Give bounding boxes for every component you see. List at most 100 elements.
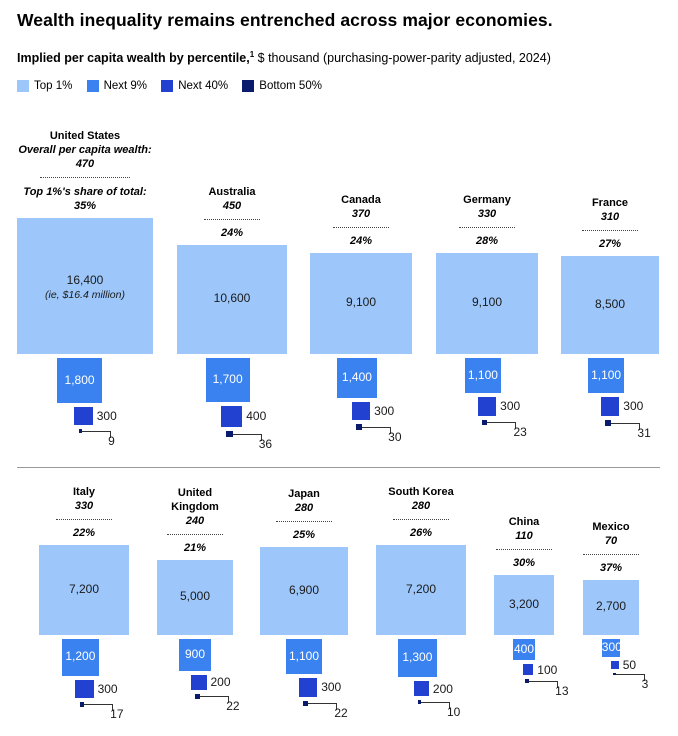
label-next9-united-states: 1,800 bbox=[64, 372, 95, 387]
square-bottom50-united-states bbox=[78, 429, 83, 433]
share-value-mexico: 37% bbox=[599, 561, 623, 574]
square-next40-germany bbox=[477, 397, 497, 416]
label-next40-australia: 400 bbox=[246, 409, 267, 424]
square-top1-australia: 10,600 bbox=[177, 244, 287, 354]
square-top1-south-korea: 7,200 bbox=[375, 544, 467, 635]
share-label: Top 1%'s share of total: bbox=[23, 186, 147, 198]
label-top1-note-united-states: (ie, $16.4 million) bbox=[45, 289, 125, 301]
share-value-united-states: 35% bbox=[73, 200, 97, 212]
dotted-separator-australia bbox=[204, 218, 260, 220]
square-top1-italy: 7,200 bbox=[38, 544, 130, 635]
square-top1-united-states: 16,400 (ie, $16.4 million) bbox=[17, 218, 153, 354]
label-bottom50-mexico: 3 bbox=[641, 677, 649, 692]
square-next40-united-states bbox=[74, 407, 93, 426]
dotted-separator-italy bbox=[56, 518, 112, 520]
share-value-south-korea: 26% bbox=[409, 526, 433, 539]
square-next9-germany: 1,100 bbox=[465, 358, 501, 394]
legend-swatch-bottom50 bbox=[242, 80, 255, 92]
dotted-separator-china bbox=[496, 548, 552, 550]
dotted-separator-united-states bbox=[40, 177, 130, 178]
square-top1-china: 3,200 bbox=[493, 574, 555, 635]
header-france: France 310 bbox=[592, 196, 628, 224]
legend-label-next9: Next 9% bbox=[103, 80, 148, 92]
label-top1-south-korea: 7,200 bbox=[405, 581, 436, 596]
square-bottom50-mexico bbox=[613, 672, 616, 676]
label-bottom50-china: 13 bbox=[555, 683, 569, 698]
dotted-separator-united-kingdom bbox=[167, 533, 223, 535]
legend-label-bottom50: Bottom 50% bbox=[259, 80, 322, 92]
header-japan: Japan 280 bbox=[288, 487, 320, 515]
chart-subtitle: Implied per capita wealth by percentile,… bbox=[17, 50, 551, 65]
header-mexico: Mexico 70 bbox=[592, 520, 629, 548]
legend-item-next9: Next 9% bbox=[86, 80, 148, 92]
row-divider bbox=[17, 467, 660, 468]
overall-label: Overall per capita wealth: bbox=[18, 144, 152, 156]
square-bottom50-south-korea bbox=[417, 700, 421, 704]
label-next9-canada: 1,400 bbox=[341, 369, 372, 384]
square-top1-canada: 9,100 bbox=[310, 252, 412, 354]
overall-value-china: 110 bbox=[515, 529, 533, 542]
overall-value-japan: 280 bbox=[294, 501, 314, 514]
dotted-separator-mexico bbox=[583, 553, 639, 555]
label-next9-japan: 1,100 bbox=[288, 648, 319, 663]
label-top1-mexico: 2,700 bbox=[595, 599, 626, 614]
leader-line-bottom50-italy bbox=[84, 704, 114, 712]
square-next9-canada: 1,400 bbox=[337, 358, 377, 398]
subtitle-main: Implied per capita wealth by percentile, bbox=[17, 51, 250, 66]
square-bottom50-china bbox=[525, 678, 530, 683]
square-next40-italy bbox=[75, 679, 94, 699]
label-top1-italy: 7,200 bbox=[68, 581, 99, 596]
leader-line-bottom50-germany bbox=[487, 422, 517, 430]
country-name-france: France bbox=[591, 197, 629, 210]
square-next40-canada bbox=[351, 401, 371, 421]
label-bottom50-south-korea: 10 bbox=[446, 704, 461, 719]
label-next40-germany: 300 bbox=[500, 399, 521, 414]
dotted-separator-japan bbox=[276, 520, 332, 522]
label-next40-united-states: 300 bbox=[96, 409, 117, 424]
overall-value-united-kingdom: 240 bbox=[185, 514, 205, 527]
label-bottom50-united-states: 9 bbox=[108, 434, 115, 449]
square-next9-italy: 1,200 bbox=[62, 639, 99, 676]
label-next9-italy: 1,200 bbox=[65, 649, 96, 664]
header-italy: Italy 330 bbox=[73, 485, 95, 513]
label-bottom50-canada: 30 bbox=[388, 430, 402, 445]
square-bottom50-france bbox=[605, 419, 612, 426]
overall-value-germany: 330 bbox=[477, 207, 497, 220]
legend-swatch-top1 bbox=[17, 80, 29, 92]
legend-swatch-next40 bbox=[161, 80, 174, 92]
legend-item-top1: Top 1% bbox=[17, 80, 72, 92]
square-next40-france bbox=[600, 397, 620, 416]
legend-swatch-next9 bbox=[86, 80, 99, 92]
square-top1-mexico: 2,700 bbox=[583, 579, 639, 635]
square-next9-united-states: 1,800 bbox=[57, 358, 103, 404]
label-next9-china: 400 bbox=[513, 641, 534, 656]
leader-line-bottom50-united-states bbox=[82, 431, 112, 439]
overall-value-france: 310 bbox=[600, 211, 620, 224]
square-next9-mexico: 300 bbox=[601, 639, 622, 658]
leader-line-bottom50-australia bbox=[232, 434, 262, 442]
label-next40-south-korea: 200 bbox=[432, 681, 453, 696]
header-china: China 110 bbox=[509, 515, 540, 543]
legend-label-top1: Top 1% bbox=[34, 80, 73, 92]
label-next40-canada: 300 bbox=[374, 403, 395, 418]
subtitle-footnote: 1 bbox=[249, 50, 255, 59]
legend-label-next40: Next 40% bbox=[178, 80, 229, 92]
square-next9-south-korea: 1,300 bbox=[398, 639, 437, 678]
leader-line-bottom50-canada bbox=[362, 427, 392, 435]
country-name-united-kingdom: United bbox=[177, 486, 213, 499]
square-next9-france: 1,100 bbox=[588, 358, 624, 394]
subtitle-unit: $ thousand (purchasing-power-parity adju… bbox=[254, 51, 551, 66]
chart-title: Wealth inequality remains entrenched acr… bbox=[17, 10, 553, 30]
label-top1-japan: 6,900 bbox=[288, 582, 319, 597]
square-next40-south-korea bbox=[413, 681, 429, 697]
square-top1-germany: 9,100 bbox=[436, 252, 538, 354]
label-next9-france: 1,100 bbox=[591, 367, 622, 382]
label-top1-australia: 10,600 bbox=[213, 291, 251, 306]
share-value-china: 30% bbox=[512, 556, 536, 569]
overall-value-south-korea: 280 bbox=[411, 499, 431, 512]
country-name-germany: Germany bbox=[463, 193, 511, 206]
square-bottom50-united-kingdom bbox=[195, 693, 201, 699]
country-name-united-kingdom-1: Kingdom bbox=[171, 500, 219, 513]
square-bottom50-japan bbox=[303, 700, 309, 706]
label-top1-united-kingdom: 5,000 bbox=[179, 589, 210, 604]
